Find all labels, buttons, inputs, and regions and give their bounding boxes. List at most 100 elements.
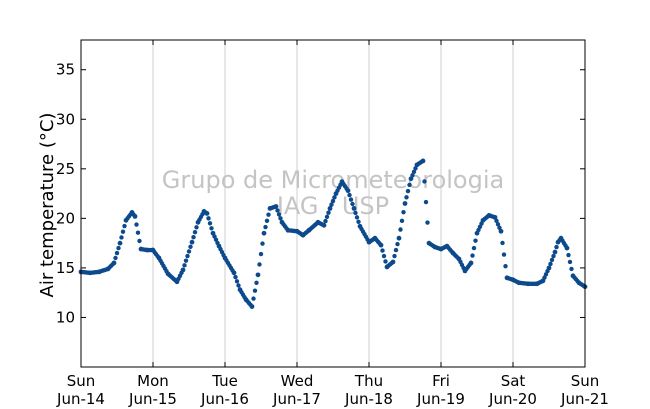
data-point-interp [323, 218, 328, 224]
data-point-interp [276, 212, 282, 217]
data-point-interp [473, 238, 478, 243]
data-point [111, 260, 117, 266]
data-point-interp [425, 220, 430, 225]
data-point-interp [330, 198, 336, 204]
data-point-interp [548, 261, 553, 267]
data-point-interp [500, 240, 505, 246]
data-point [498, 228, 504, 234]
data-point [321, 222, 327, 228]
data-point-interp [263, 224, 268, 230]
data-point-interp [137, 238, 142, 244]
x-tick-label-day: Thu [354, 372, 383, 390]
y-tick-label: 35 [56, 61, 75, 79]
data-point-interp [120, 229, 126, 234]
data-point-interp [182, 263, 187, 268]
data-point-interp [494, 218, 499, 224]
data-point-interp [410, 173, 415, 178]
data-point-interp [254, 280, 259, 285]
watermark: Grupo de Micrometeorologia IAG / USP [162, 166, 504, 220]
x-tick-label-day: Sun [571, 372, 600, 390]
data-point [468, 260, 474, 266]
data-point-interp [260, 241, 265, 246]
data-point-interp [380, 248, 385, 253]
x-tick-label-date: Jun-21 [560, 390, 609, 408]
data-point-interp [495, 222, 501, 227]
data-point-interp [401, 209, 406, 215]
data-point-interp [569, 266, 574, 272]
data-point [249, 304, 255, 309]
data-point-interp [252, 288, 258, 293]
data-point-interp [470, 253, 475, 258]
data-point [180, 267, 186, 273]
data-point-interp [135, 230, 141, 235]
y-tick-label: 25 [56, 160, 75, 178]
plot-frame [80, 39, 586, 368]
data-point [492, 214, 498, 220]
x-tick-label-day: Sun [67, 372, 96, 390]
data-point-interp [399, 218, 405, 224]
data-point [204, 211, 210, 216]
x-tick-label-day: Mon [137, 372, 169, 390]
data-point-interp [194, 225, 199, 230]
data-point-interp [332, 195, 337, 200]
data-point [273, 204, 279, 209]
data-point-interp [209, 226, 214, 231]
data-point-interp [191, 234, 196, 240]
y-axis: 10 15 20 25 30 35 [56, 61, 585, 326]
data-point-interp [186, 249, 192, 254]
x-tick-label-date: Jun-14 [56, 390, 105, 408]
data-point-interp [501, 252, 507, 257]
data-point-interp [207, 221, 213, 226]
data-points [78, 158, 588, 309]
data-point-interp [122, 223, 127, 229]
data-point [552, 249, 558, 255]
data-point-interp [348, 197, 354, 202]
data-point-interp [329, 202, 334, 207]
data-point-interp [266, 212, 271, 217]
data-point [546, 265, 552, 271]
data-point-interp [353, 210, 358, 216]
x-tick-label-day: Tue [211, 372, 238, 390]
data-point-interp [393, 247, 399, 253]
y-axis-label: Air temperature (°C) [37, 113, 58, 298]
data-point-interp [549, 257, 555, 263]
data-point-interp [278, 216, 283, 221]
data-point-interp [113, 255, 118, 261]
y-tick-label: 20 [56, 209, 75, 227]
data-point-interp [354, 215, 360, 220]
data-point-interp [324, 214, 330, 220]
x-tick-label-day: Wed [281, 372, 314, 390]
data-point-interp [497, 225, 502, 230]
data-point-interp [326, 210, 331, 215]
data-point-interp [183, 258, 189, 263]
x-tick-label-date: Jun-19 [416, 390, 465, 408]
data-point [390, 259, 396, 265]
x-tick-label-day: Sat [501, 372, 526, 390]
data-point [378, 242, 384, 248]
data-point-interp [356, 219, 361, 225]
data-point-interp [257, 262, 262, 267]
data-point-interp [236, 283, 241, 288]
data-point [402, 201, 408, 206]
data-point [564, 245, 570, 251]
data-point [132, 213, 138, 219]
data-point [345, 188, 351, 194]
data-point-interp [381, 253, 387, 259]
y-tick-label: 30 [56, 110, 75, 128]
data-point [117, 240, 123, 246]
data-point-interp [206, 216, 211, 221]
data-point-interp [395, 241, 400, 247]
data-point-interp [392, 253, 397, 259]
data-point-interp [411, 169, 417, 174]
data-point [396, 235, 402, 241]
data-point-interp [258, 251, 264, 257]
data-point-interp [422, 179, 427, 184]
x-tick-label-date: Jun-17 [272, 390, 321, 408]
data-point-interp [551, 253, 556, 259]
y-tick-label: 15 [56, 259, 75, 277]
data-point-interp [350, 201, 355, 207]
data-point-interp [413, 166, 418, 171]
data-point-interp [503, 263, 508, 269]
x-tick-label-date: Jun-20 [488, 390, 537, 408]
data-point-interp [566, 252, 571, 258]
